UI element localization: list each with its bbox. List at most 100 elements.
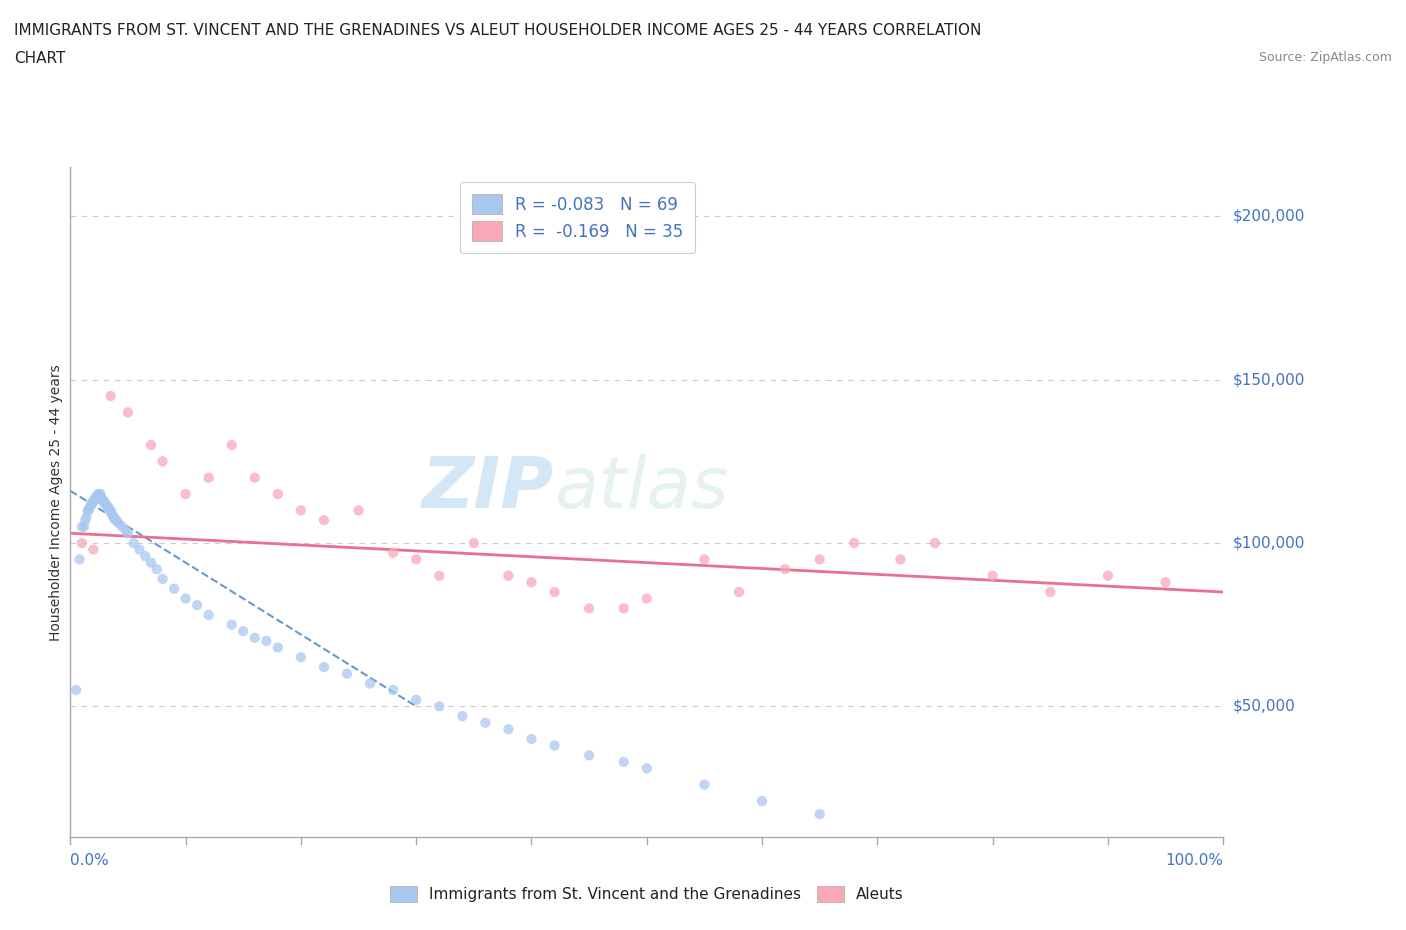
- Point: [82, 497, 104, 512]
- Point: [221, 618, 243, 632]
- Point: [73, 519, 96, 534]
- Point: [232, 624, 254, 639]
- Point: [347, 503, 370, 518]
- Point: [117, 525, 139, 540]
- Point: [243, 631, 266, 645]
- Point: [111, 519, 134, 534]
- Point: [427, 568, 450, 583]
- Point: [359, 676, 381, 691]
- Point: [498, 568, 520, 583]
- Point: [981, 568, 1004, 583]
- Legend: Immigrants from St. Vincent and the Grenadines, Aleuts: Immigrants from St. Vincent and the Gren…: [382, 879, 911, 910]
- Point: [114, 523, 136, 538]
- Point: [405, 692, 427, 707]
- Point: [82, 493, 104, 508]
- Point: [312, 512, 335, 527]
- Point: [808, 806, 831, 821]
- Point: [382, 683, 405, 698]
- Point: [451, 709, 474, 724]
- Point: [87, 486, 111, 501]
- Point: [122, 536, 145, 551]
- Point: [105, 512, 128, 527]
- Point: [94, 497, 117, 512]
- Point: [100, 389, 122, 404]
- Point: [96, 499, 118, 514]
- Point: [84, 490, 107, 505]
- Point: [103, 510, 125, 525]
- Point: [290, 503, 312, 518]
- Point: [139, 555, 162, 570]
- Point: [174, 591, 197, 606]
- Point: [128, 542, 150, 557]
- Point: [498, 722, 520, 737]
- Text: ZIP: ZIP: [422, 455, 554, 524]
- Text: atlas: atlas: [554, 455, 730, 524]
- Point: [636, 591, 658, 606]
- Point: [924, 536, 946, 551]
- Point: [1039, 585, 1062, 600]
- Point: [889, 551, 911, 566]
- Point: [75, 512, 97, 527]
- Point: [844, 536, 866, 551]
- Text: 0.0%: 0.0%: [70, 853, 110, 868]
- Text: Source: ZipAtlas.com: Source: ZipAtlas.com: [1258, 51, 1392, 64]
- Point: [474, 715, 496, 730]
- Point: [808, 551, 831, 566]
- Point: [463, 536, 485, 551]
- Point: [520, 732, 543, 747]
- Point: [89, 486, 111, 501]
- Point: [70, 536, 93, 551]
- Point: [146, 562, 169, 577]
- Point: [254, 633, 277, 648]
- Point: [70, 519, 93, 534]
- Point: [152, 572, 174, 587]
- Point: [94, 497, 117, 512]
- Point: [104, 512, 127, 527]
- Point: [520, 575, 543, 590]
- Point: [336, 666, 359, 681]
- Point: [100, 503, 122, 518]
- Point: [186, 598, 208, 613]
- Point: [197, 471, 219, 485]
- Point: [197, 607, 219, 622]
- Text: CHART: CHART: [14, 51, 66, 66]
- Text: $200,000: $200,000: [1233, 209, 1305, 224]
- Point: [578, 748, 600, 763]
- Point: [267, 486, 290, 501]
- Point: [76, 503, 98, 518]
- Point: [693, 777, 716, 792]
- Point: [728, 585, 751, 600]
- Text: $150,000: $150,000: [1233, 372, 1305, 387]
- Point: [101, 506, 124, 521]
- Point: [312, 659, 335, 674]
- Point: [152, 454, 174, 469]
- Point: [107, 516, 129, 531]
- Point: [117, 405, 139, 419]
- Point: [90, 490, 112, 505]
- Point: [79, 499, 101, 514]
- Point: [243, 471, 266, 485]
- Point: [93, 493, 115, 508]
- Point: [543, 738, 565, 753]
- Point: [69, 551, 91, 566]
- Point: [65, 683, 87, 698]
- Point: [693, 551, 716, 566]
- Point: [86, 490, 108, 505]
- Point: [613, 601, 636, 616]
- Point: [139, 438, 162, 453]
- Point: [613, 754, 636, 769]
- Text: $50,000: $50,000: [1233, 698, 1296, 714]
- Point: [1154, 575, 1177, 590]
- Point: [97, 499, 120, 514]
- Point: [267, 640, 290, 655]
- Point: [427, 699, 450, 714]
- Point: [163, 581, 186, 596]
- Point: [382, 545, 405, 560]
- Point: [82, 542, 104, 557]
- Point: [578, 601, 600, 616]
- Point: [134, 549, 156, 564]
- Point: [174, 486, 197, 501]
- Point: [751, 793, 773, 808]
- Point: [80, 497, 103, 512]
- Point: [91, 493, 114, 508]
